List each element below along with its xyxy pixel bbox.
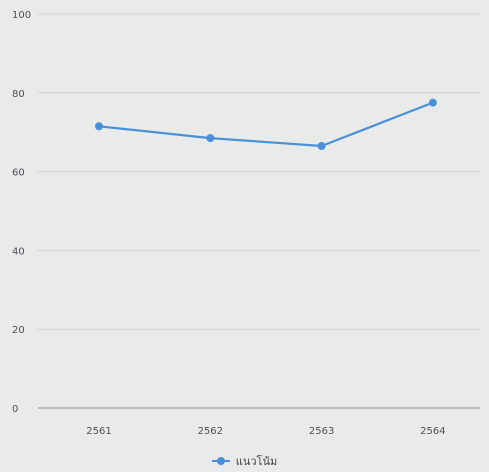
legend-label: แนวโน้ม [235,455,278,468]
series-layer [95,98,437,150]
data-point [428,98,437,107]
x-tick-label: 2563 [309,426,334,437]
x-tick-label: 2561 [86,426,111,437]
y-tick-label: 80 [12,89,25,100]
x-axis-ticks: 2561 2562 2563 2564 [86,426,445,437]
line-chart: 0 20 40 60 80 100 2561 2562 2563 2564 [12,10,480,437]
y-tick-label: 20 [12,325,25,336]
x-tick-label: 2562 [198,426,223,437]
y-tick-label: 60 [12,168,25,179]
series-line [98,101,434,148]
legend-marker-icon [211,456,230,466]
y-tick-label: 100 [12,10,31,21]
x-tick-label: 2564 [420,426,445,437]
grid-lines [38,13,480,409]
y-tick-label: 40 [12,246,25,257]
data-point [206,134,215,143]
legend: แนวโน้ม [0,452,489,470]
data-point [317,141,326,150]
y-tick-label: 0 [12,404,18,415]
y-axis-ticks: 0 20 40 60 80 100 [12,10,31,415]
data-point [95,122,103,131]
